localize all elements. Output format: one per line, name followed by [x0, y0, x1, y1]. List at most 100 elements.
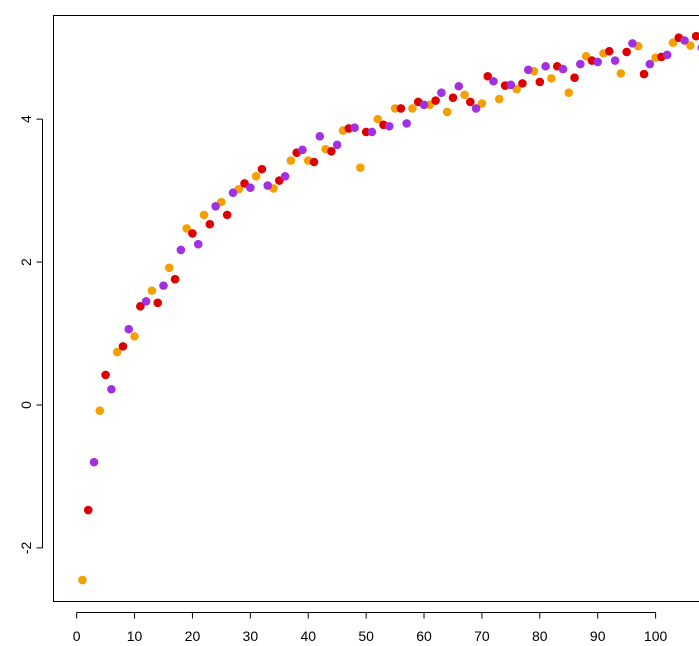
- x-tick-label: 20: [185, 628, 201, 644]
- data-point: [286, 156, 296, 165]
- data-point: [257, 164, 267, 174]
- data-point: [298, 145, 307, 155]
- series-0: [78, 38, 695, 585]
- data-point: [246, 183, 255, 193]
- data-point: [367, 127, 377, 137]
- data-point: [315, 131, 325, 141]
- data-point: [604, 46, 614, 56]
- data-point: [460, 90, 469, 100]
- data-point: [668, 38, 678, 47]
- data-point: [593, 57, 603, 67]
- data-point: [645, 59, 655, 69]
- data-point: [547, 74, 556, 83]
- data-point: [576, 59, 585, 69]
- data-point: [541, 61, 550, 71]
- data-point: [159, 281, 168, 290]
- data-point: [419, 100, 429, 110]
- data-point: [141, 297, 151, 306]
- data-point: [686, 41, 695, 50]
- data-point: [610, 56, 620, 65]
- data-point: [147, 286, 157, 295]
- data-point: [384, 121, 394, 131]
- data-point: [350, 123, 359, 132]
- data-point: [170, 274, 180, 284]
- data-point: [448, 93, 458, 102]
- data-point: [228, 188, 238, 198]
- x-tick-label: 80: [532, 628, 548, 644]
- data-point: [622, 47, 631, 57]
- data-point: [396, 104, 406, 113]
- data-point: [408, 104, 417, 113]
- data-point: [691, 31, 699, 41]
- data-point: [164, 263, 174, 273]
- data-point: [309, 157, 319, 167]
- data-point: [251, 171, 261, 181]
- data-point: [222, 210, 232, 220]
- data-point: [523, 65, 533, 75]
- series-1: [83, 31, 699, 515]
- data-point: [471, 104, 481, 113]
- data-point: [494, 94, 504, 104]
- y-tick-label: 0: [18, 401, 34, 409]
- x-tick-label: 50: [358, 628, 374, 644]
- data-point: [442, 107, 452, 117]
- x-tick-label: 90: [590, 628, 606, 644]
- data-point: [466, 97, 475, 107]
- data-point: [188, 229, 197, 238]
- data-point: [332, 140, 342, 150]
- data-point: [205, 219, 215, 229]
- x-tick-label: 40: [300, 628, 316, 644]
- data-point: [182, 224, 191, 233]
- data-point: [78, 575, 87, 585]
- x-tick-label: 70: [474, 628, 490, 644]
- data-point: [454, 81, 464, 91]
- data-point: [564, 88, 574, 97]
- data-point: [356, 163, 365, 173]
- data-point: [130, 332, 139, 341]
- data-point: [153, 298, 163, 308]
- data-point: [263, 181, 273, 190]
- data-point: [89, 457, 99, 467]
- y-tick-label: -2: [18, 541, 34, 554]
- data-point: [327, 146, 336, 156]
- data-point: [107, 384, 116, 394]
- data-point: [431, 96, 440, 105]
- data-point: [124, 324, 134, 334]
- x-tick-label: 30: [243, 628, 259, 644]
- data-point: [680, 36, 689, 45]
- y-tick-label: 2: [18, 258, 34, 266]
- y-axis: -2 0 2 4: [18, 115, 43, 554]
- data-point: [136, 302, 145, 311]
- data-point: [628, 39, 637, 48]
- data-point: [535, 77, 545, 87]
- data-point: [570, 73, 579, 82]
- data-point: [483, 71, 493, 81]
- data-point: [558, 64, 568, 74]
- x-tick-label: 100: [644, 628, 668, 644]
- data-point: [176, 245, 186, 255]
- data-point: [193, 239, 203, 249]
- data-point: [518, 79, 527, 88]
- data-point: [211, 202, 220, 211]
- data-point: [662, 50, 672, 60]
- data-point: [83, 505, 93, 515]
- data-point: [402, 119, 411, 128]
- data-point: [506, 80, 516, 90]
- data-point: [373, 114, 383, 124]
- x-tick-label: 60: [416, 628, 432, 644]
- y-tick-label: 4: [18, 115, 34, 123]
- data-point: [437, 88, 446, 97]
- x-tick-label: 10: [127, 628, 143, 644]
- data-points: [78, 31, 699, 585]
- data-point: [477, 99, 487, 108]
- data-point: [199, 210, 209, 220]
- data-point: [489, 76, 498, 86]
- data-point: [95, 406, 105, 415]
- x-tick-label: 0: [73, 628, 81, 644]
- plot-area-frame: [53, 15, 699, 602]
- data-point: [118, 342, 128, 351]
- data-point: [112, 347, 122, 357]
- x-axis: 0 10 20 30 40 50 60 70 80 90 100: [73, 612, 668, 644]
- data-point: [280, 171, 290, 181]
